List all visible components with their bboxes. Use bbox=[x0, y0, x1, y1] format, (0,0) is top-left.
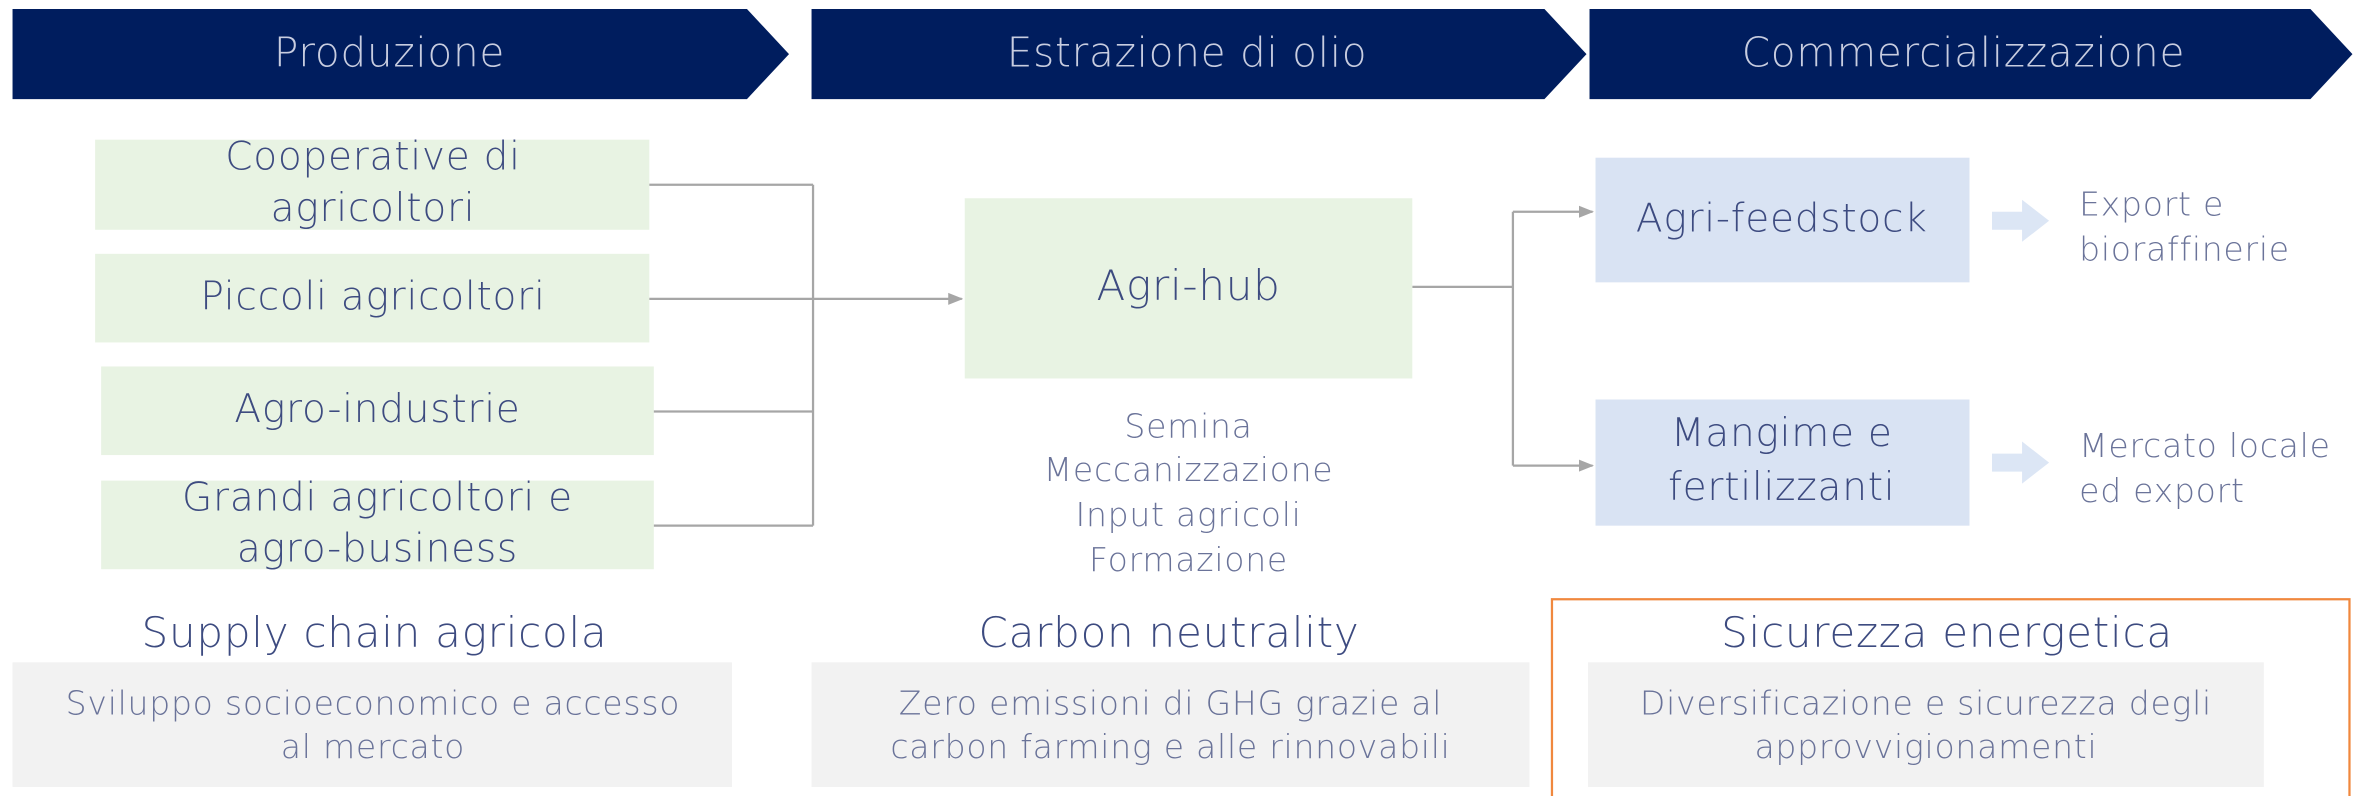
hub-activity: Input agricoli bbox=[1075, 495, 1301, 534]
destination-label: ed export bbox=[2079, 471, 2245, 510]
pillar-description: al mercato bbox=[281, 727, 465, 766]
hub-activity: Formazione bbox=[1089, 540, 1288, 579]
stage-title: Produzione bbox=[274, 29, 505, 77]
source-box bbox=[101, 366, 654, 456]
source-label: Grandi agricoltori e bbox=[182, 476, 573, 521]
stage-chevron bbox=[1589, 9, 2353, 100]
pillar-description: carbon farming e alle rinnovabili bbox=[890, 727, 1450, 766]
hub-activity: Semina bbox=[1124, 407, 1252, 446]
pillar-box bbox=[1588, 662, 2264, 787]
source-label: agricoltori bbox=[271, 186, 476, 231]
output-arrow bbox=[1992, 199, 2050, 242]
stage-chevron bbox=[811, 9, 1587, 100]
source-box bbox=[95, 253, 650, 343]
destination-label: Export e bbox=[2079, 184, 2224, 223]
output-label: Agri-feedstock bbox=[1636, 196, 1928, 241]
pillar-description: Zero emissioni di GHG grazie al bbox=[899, 684, 1442, 723]
source-label: agro-business bbox=[237, 527, 518, 572]
pillar-box bbox=[12, 662, 732, 787]
pillar-description: approvvigionamenti bbox=[1754, 727, 2097, 766]
pillar-box bbox=[811, 662, 1530, 787]
output-arrow bbox=[1992, 441, 2050, 484]
output-label: Mangime e bbox=[1671, 411, 1893, 456]
stage-title: Commercializzazione bbox=[1742, 29, 2185, 77]
connectors bbox=[649, 183, 1595, 527]
source-label: Agro-industrie bbox=[234, 387, 520, 432]
pillar-description: Sviluppo socioeconomico e accesso bbox=[66, 684, 681, 723]
hub-box bbox=[964, 198, 1413, 379]
output-label: fertilizzanti bbox=[1668, 465, 1895, 510]
highlight-frame bbox=[1550, 598, 2351, 796]
pillar-title: Supply chain agricola bbox=[142, 608, 608, 657]
stage-chevron bbox=[12, 9, 790, 100]
pillar-title: Carbon neutrality bbox=[978, 608, 1359, 657]
source-box bbox=[101, 480, 654, 570]
output-box bbox=[1595, 157, 1970, 283]
hub-label: Agri-hub bbox=[1096, 261, 1280, 310]
source-label: Piccoli agricoltori bbox=[200, 274, 545, 319]
destination-label: Mercato locale bbox=[2079, 426, 2331, 465]
pillar-description: Diversificazione e sicurezza degli bbox=[1640, 684, 2212, 723]
stage-title: Estrazione di olio bbox=[1007, 29, 1368, 77]
source-label: Cooperative di bbox=[225, 135, 521, 180]
hub-activity: Meccanizzazione bbox=[1044, 450, 1334, 489]
output-box bbox=[1595, 399, 1970, 526]
destination-label: bioraffinerie bbox=[2079, 229, 2290, 268]
pillar-title: Sicurezza energetica bbox=[1721, 608, 2173, 657]
source-box bbox=[95, 139, 650, 230]
